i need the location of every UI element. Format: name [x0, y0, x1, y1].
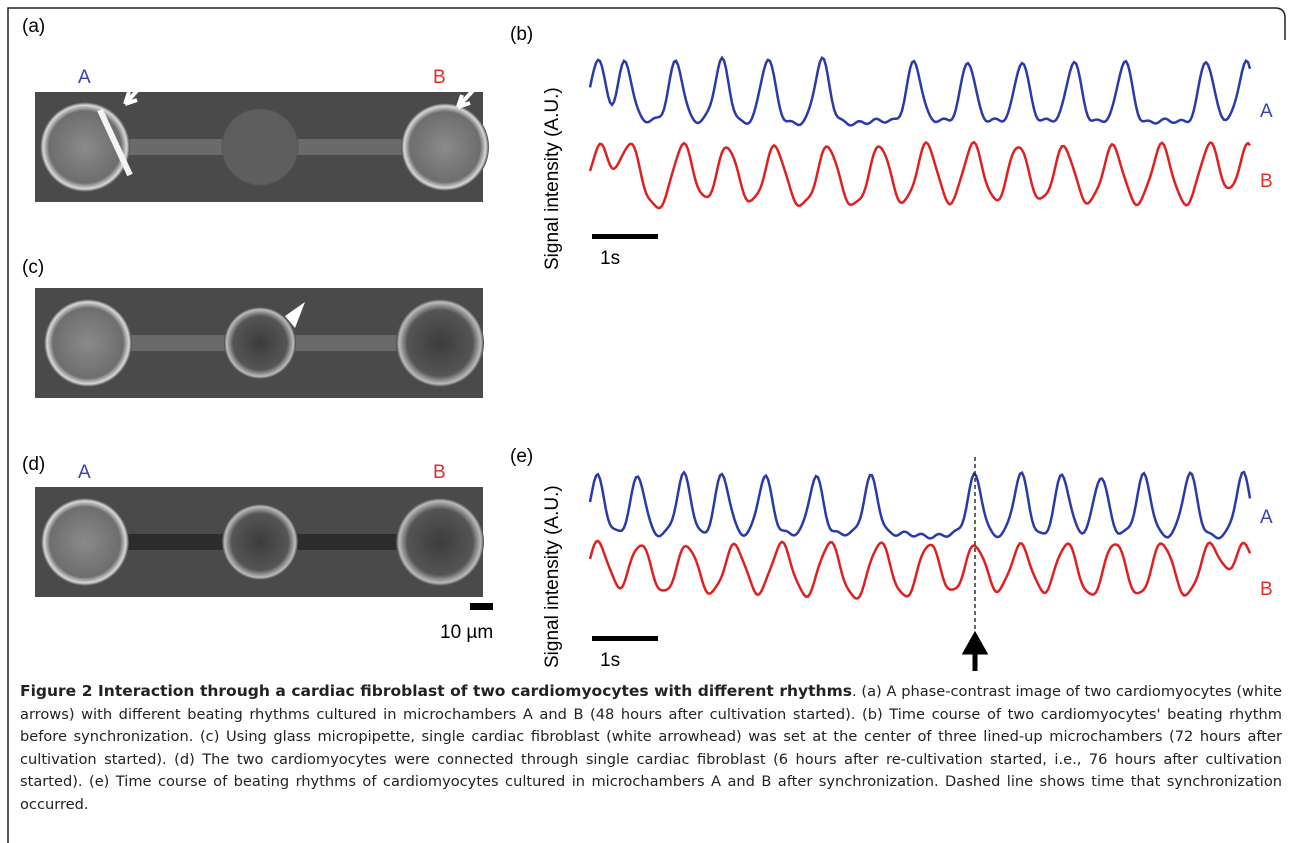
frame	[7, 7, 1286, 843]
chamber-label: B	[433, 67, 446, 88]
panel-label: (a)	[22, 16, 45, 37]
trace	[588, 140, 1251, 210]
chamber-label: A	[78, 67, 91, 88]
trace	[588, 470, 1252, 540]
y-axis-label: Signal intensity (A.U.)	[542, 485, 563, 668]
panel-label: (d)	[22, 454, 45, 475]
micrograph	[35, 487, 484, 597]
trace-label: A	[1260, 507, 1273, 528]
caption-text: . (a) A phase-contrast image of two card…	[20, 683, 1282, 813]
micrograph	[35, 288, 484, 398]
scale-bar	[470, 603, 493, 610]
scale-bar	[592, 636, 658, 641]
caption: Figure 2 Interaction through a cardiac f…	[20, 680, 1282, 816]
scale-bar	[592, 234, 658, 239]
micrograph	[35, 80, 489, 202]
trace	[588, 539, 1252, 600]
scale-bar-label: 1s	[600, 650, 620, 671]
trace	[588, 55, 1252, 127]
panel-label: (c)	[22, 257, 44, 278]
trace-label: A	[1260, 101, 1273, 122]
panel-label: (b)	[510, 24, 533, 45]
scale-bar-label: 10 µm	[440, 622, 493, 643]
scale-bar-label: 1s	[600, 248, 620, 269]
panel-label: (e)	[510, 446, 533, 467]
y-axis-label: Signal intensity (A.U.)	[542, 87, 563, 270]
chamber-label: A	[78, 462, 91, 483]
chamber-label: B	[433, 462, 446, 483]
trace-label: B	[1260, 579, 1273, 600]
trace-label: B	[1260, 171, 1273, 192]
caption-title: Figure 2 Interaction through a cardiac f…	[20, 682, 852, 700]
sync-arrow	[961, 630, 989, 671]
